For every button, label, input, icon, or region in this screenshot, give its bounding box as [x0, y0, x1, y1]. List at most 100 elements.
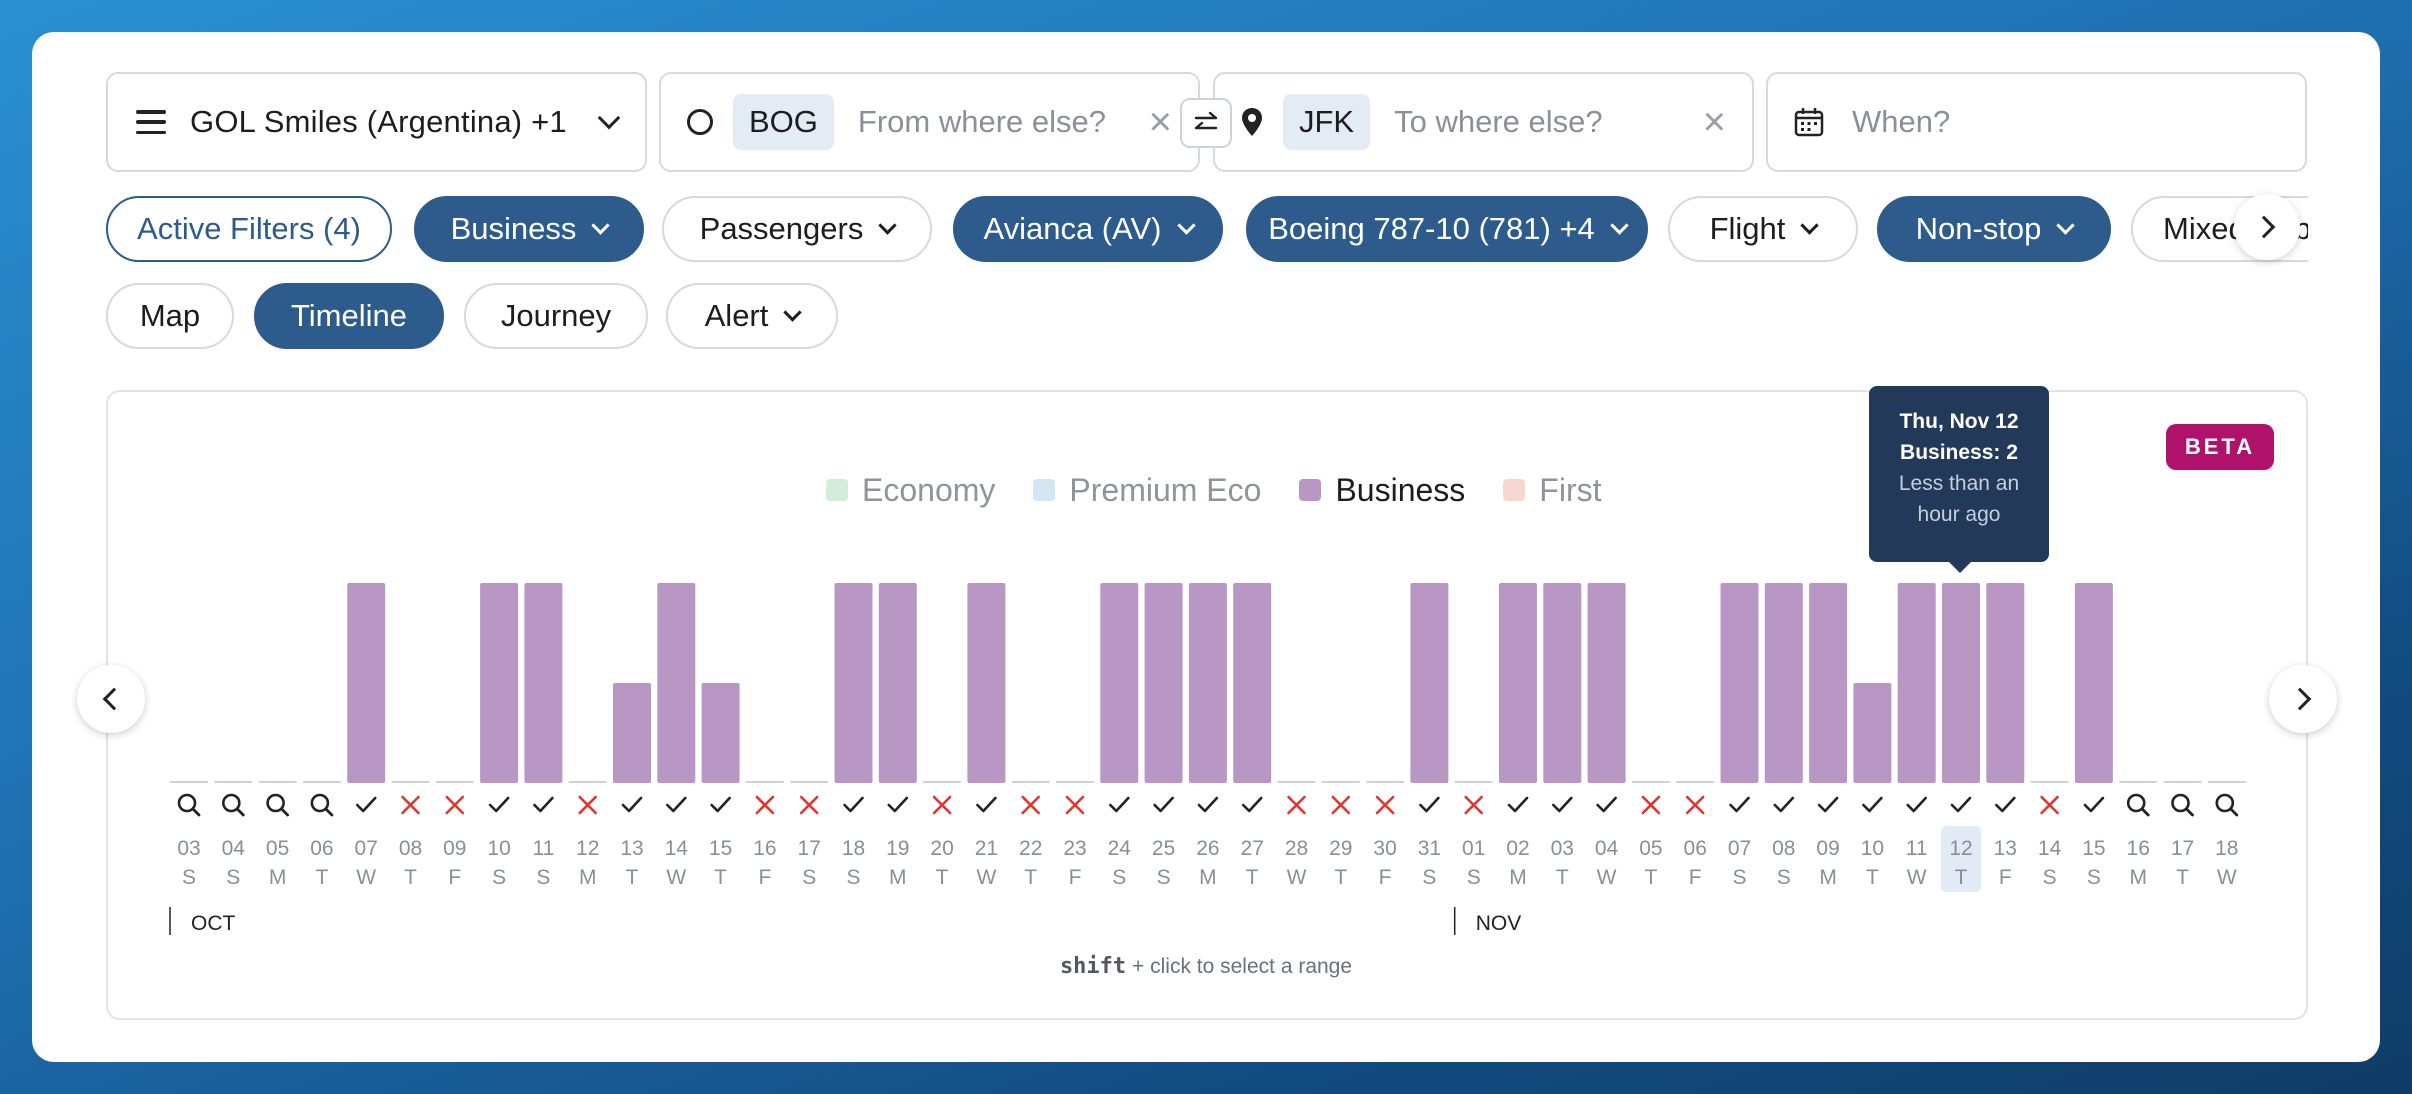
day-weekday[interactable]: S — [802, 866, 816, 889]
day-weekday[interactable]: S — [846, 866, 860, 889]
bar-business[interactable] — [657, 583, 696, 783]
day-weekday[interactable]: S — [1777, 866, 1791, 889]
clear-origin-icon[interactable]: × — [1148, 100, 1172, 144]
bar-business[interactable] — [1188, 583, 1227, 783]
date-input[interactable]: When? — [1852, 104, 1951, 139]
day-weekday[interactable]: S — [2087, 866, 2101, 889]
day-weekday[interactable]: M — [269, 866, 287, 889]
day-number[interactable]: 18 — [2215, 837, 2238, 860]
day-weekday[interactable]: W — [356, 866, 376, 889]
day-weekday[interactable]: T — [626, 866, 639, 889]
day-number[interactable]: 15 — [2082, 837, 2105, 860]
bar-business[interactable] — [524, 583, 563, 783]
day-weekday[interactable]: F — [1689, 866, 1702, 889]
day-number[interactable]: 07 — [1728, 837, 1751, 860]
bar-business[interactable] — [1144, 583, 1183, 783]
bar-business[interactable] — [1233, 583, 1272, 783]
day-weekday[interactable]: M — [2129, 866, 2147, 889]
day-number[interactable]: 29 — [1329, 837, 1352, 860]
day-number[interactable]: 03 — [177, 837, 200, 860]
day-weekday[interactable]: F — [758, 866, 771, 889]
filter-chip[interactable]: Avianca (AV) — [953, 196, 1223, 262]
day-number[interactable]: 11 — [1906, 837, 1928, 860]
day-number[interactable]: 10 — [487, 837, 510, 860]
destination-field[interactable]: JFK To where else? × — [1213, 72, 1754, 172]
day-weekday[interactable]: T — [2176, 866, 2189, 889]
day-number[interactable]: 03 — [1551, 837, 1574, 860]
day-weekday[interactable]: M — [579, 866, 597, 889]
bar-business[interactable] — [1809, 583, 1848, 783]
bar-business[interactable] — [1410, 583, 1449, 783]
day-number[interactable]: 27 — [1241, 837, 1264, 860]
bar-business[interactable] — [1764, 583, 1803, 783]
filter-chip[interactable]: Business — [414, 196, 644, 262]
bar-business[interactable] — [878, 583, 917, 783]
day-weekday[interactable]: T — [1866, 866, 1879, 889]
legend-item[interactable]: First — [1503, 472, 1601, 509]
filter-chip[interactable]: Non-stop — [1877, 196, 2111, 262]
day-number[interactable]: 01 — [1462, 837, 1485, 860]
next-dates-button[interactable] — [2269, 665, 2337, 733]
day-number[interactable]: 13 — [620, 837, 643, 860]
day-number[interactable]: 05 — [1639, 837, 1662, 860]
day-number[interactable]: 23 — [1063, 837, 1086, 860]
filter-chip[interactable]: Flight — [1668, 196, 1858, 262]
day-number[interactable]: 06 — [1684, 837, 1707, 860]
day-number[interactable]: 20 — [930, 837, 953, 860]
bar-business[interactable] — [1499, 583, 1537, 783]
bar-business[interactable] — [1100, 583, 1139, 783]
day-weekday[interactable]: F — [1379, 866, 1392, 889]
filters-scroll-right-button[interactable] — [2234, 194, 2300, 260]
day-number[interactable]: 04 — [1595, 837, 1619, 860]
day-weekday[interactable]: M — [1199, 866, 1217, 889]
day-number[interactable]: 30 — [1373, 837, 1396, 860]
day-number[interactable]: 16 — [2127, 837, 2150, 860]
bar-business[interactable] — [967, 583, 1006, 783]
origin-input[interactable]: From where else? — [857, 104, 1106, 139]
day-weekday[interactable]: S — [536, 866, 550, 889]
bar-business[interactable] — [1853, 683, 1892, 783]
day-weekday[interactable]: S — [226, 866, 240, 889]
day-weekday[interactable]: T — [1024, 866, 1037, 889]
day-weekday[interactable]: F — [1069, 866, 1082, 889]
day-number[interactable]: 05 — [266, 837, 289, 860]
filter-chip[interactable]: Boeing 787-10 (781) +4 — [1246, 196, 1648, 262]
day-weekday[interactable]: S — [1157, 866, 1171, 889]
day-number[interactable]: 17 — [2171, 837, 2194, 860]
day-weekday[interactable]: T — [315, 866, 328, 889]
legend-item[interactable]: Economy — [826, 472, 995, 509]
bar-business[interactable] — [1897, 583, 1936, 783]
day-weekday[interactable]: T — [936, 866, 949, 889]
day-weekday[interactable]: T — [1644, 866, 1657, 889]
day-number[interactable]: 09 — [443, 837, 466, 860]
day-number[interactable]: 04 — [222, 837, 246, 860]
day-weekday[interactable]: W — [666, 866, 686, 889]
day-number[interactable]: 28 — [1285, 837, 1308, 860]
day-weekday[interactable]: W — [1597, 866, 1617, 889]
day-weekday[interactable]: S — [1112, 866, 1126, 889]
view-tab[interactable]: Journey — [464, 283, 648, 349]
bar-business[interactable] — [347, 583, 386, 783]
day-weekday[interactable]: W — [1907, 866, 1927, 889]
bar-business[interactable] — [701, 683, 740, 783]
day-number[interactable]: 21 — [975, 837, 998, 860]
day-weekday[interactable]: S — [1732, 866, 1746, 889]
destination-input[interactable]: To where else? — [1394, 104, 1603, 139]
destination-code-chip[interactable]: JFK — [1283, 94, 1371, 150]
day-weekday[interactable]: S — [2043, 866, 2057, 889]
bar-business[interactable] — [1720, 583, 1759, 783]
bar-business[interactable] — [2074, 583, 2113, 783]
day-number[interactable]: 18 — [842, 837, 865, 860]
bar-business[interactable] — [1543, 583, 1582, 783]
day-number[interactable]: 10 — [1861, 837, 1884, 860]
day-number[interactable]: 06 — [310, 837, 333, 860]
day-number[interactable]: 17 — [798, 837, 821, 860]
bar-business[interactable] — [1986, 583, 2025, 783]
day-number[interactable]: 14 — [2038, 837, 2062, 860]
bar-business[interactable] — [613, 683, 651, 783]
filter-chip[interactable]: Passengers — [662, 196, 932, 262]
day-weekday[interactable]: T — [1955, 866, 1968, 889]
origin-field[interactable]: BOG From where else? × — [659, 72, 1200, 172]
day-weekday[interactable]: T — [404, 866, 417, 889]
bar-business[interactable] — [1587, 583, 1626, 783]
